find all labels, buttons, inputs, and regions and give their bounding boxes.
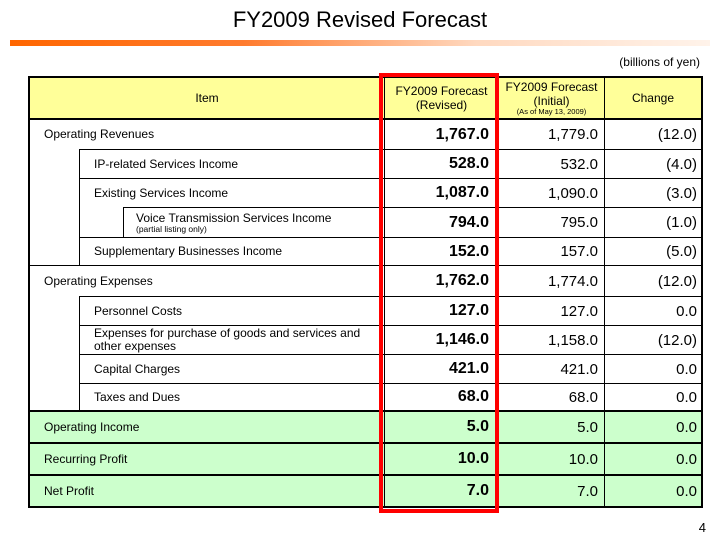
forecast-table: Item FY2009 Forecast (Revised) FY2009 Fo… xyxy=(28,76,703,508)
initial-value: 10.0 xyxy=(498,442,604,474)
row-label: Recurring Profit xyxy=(44,451,128,466)
revised-value: 5.0 xyxy=(384,410,498,442)
row-label: Operating Expenses xyxy=(44,273,153,288)
initial-value: 127.0 xyxy=(498,296,604,325)
table-row-operating-income: Operating Income 5.0 5.0 0.0 xyxy=(30,410,701,442)
table-row-net-profit: Net Profit 7.0 7.0 0.0 xyxy=(30,474,701,506)
table-body: Operating Revenues 1,767.0 1,779.0 (12.0… xyxy=(30,120,701,506)
table-row-personnel-costs: Personnel Costs 127.0 127.0 0.0 xyxy=(30,296,701,325)
revised-value: 1,087.0 xyxy=(384,178,498,207)
header-initial-date: (As of May 13, 2009) xyxy=(516,107,587,116)
revised-value: 528.0 xyxy=(384,149,498,178)
initial-value: 7.0 xyxy=(498,474,604,506)
revised-value: 1,767.0 xyxy=(384,120,498,149)
table-header-row: Item FY2009 Forecast (Revised) FY2009 Fo… xyxy=(30,78,701,120)
revised-value: 1,762.0 xyxy=(384,265,498,296)
row-label: IP-related Services Income xyxy=(94,156,239,171)
change-value: (12.0) xyxy=(604,120,701,149)
row-label: Operating Income xyxy=(44,419,140,434)
row-label: Voice Transmission Services Income xyxy=(136,210,332,225)
revised-value: 1,146.0 xyxy=(384,325,498,354)
table-row-voice-transmission: Voice Transmission Services Income (part… xyxy=(30,207,701,237)
header-item-label: Item xyxy=(195,91,219,105)
initial-value: 1,774.0 xyxy=(498,265,604,296)
table-row-operating-revenues: Operating Revenues 1,767.0 1,779.0 (12.0… xyxy=(30,120,701,149)
initial-value: 795.0 xyxy=(498,207,604,237)
revised-value: 421.0 xyxy=(384,354,498,383)
revised-value: 10.0 xyxy=(384,442,498,474)
change-value: (4.0) xyxy=(604,149,701,178)
table-row-supplementary: Supplementary Businesses Income 152.0 15… xyxy=(30,237,701,265)
row-note: (partial listing only) xyxy=(136,223,207,234)
revised-value: 152.0 xyxy=(384,237,498,265)
change-value: 0.0 xyxy=(604,383,701,410)
accent-gradient-bar xyxy=(10,40,710,46)
table-row-operating-expenses: Operating Expenses 1,762.0 1,774.0 (12.0… xyxy=(30,265,701,296)
page-number: 4 xyxy=(698,520,706,535)
change-value: 0.0 xyxy=(604,442,701,474)
table-row-existing-services: Existing Services Income 1,087.0 1,090.0… xyxy=(30,178,701,207)
initial-value: 421.0 xyxy=(498,354,604,383)
table-row-recurring-profit: Recurring Profit 10.0 10.0 0.0 xyxy=(30,442,701,474)
revised-value: 127.0 xyxy=(384,296,498,325)
row-label: Net Profit xyxy=(44,483,95,498)
header-change: Change xyxy=(604,78,701,120)
unit-note: (billions of yen) xyxy=(619,55,700,69)
table-row-capital-charges: Capital Charges 421.0 421.0 0.0 xyxy=(30,354,701,383)
header-item: Item xyxy=(30,78,384,120)
change-value: (5.0) xyxy=(604,237,701,265)
row-label: Existing Services Income xyxy=(94,185,229,200)
header-revised: FY2009 Forecast (Revised) xyxy=(384,78,498,120)
row-label: Personnel Costs xyxy=(94,303,183,318)
row-label: Supplementary Businesses Income xyxy=(94,244,283,258)
change-value: 0.0 xyxy=(604,354,701,383)
initial-value: 1,090.0 xyxy=(498,178,604,207)
change-value: 0.0 xyxy=(604,296,701,325)
change-value: (1.0) xyxy=(604,207,701,237)
change-value: (3.0) xyxy=(604,178,701,207)
initial-value: 68.0 xyxy=(498,383,604,410)
initial-value: 1,779.0 xyxy=(498,120,604,149)
initial-value: 532.0 xyxy=(498,149,604,178)
revised-value: 794.0 xyxy=(384,207,498,237)
revised-value: 7.0 xyxy=(384,474,498,506)
row-label: Expenses for purchase of goods and servi… xyxy=(94,326,361,353)
row-label: Capital Charges xyxy=(94,361,181,376)
revised-column-highlight xyxy=(379,73,499,513)
revised-value: 68.0 xyxy=(384,383,498,410)
initial-value: 1,158.0 xyxy=(498,325,604,354)
change-value: (12.0) xyxy=(604,325,701,354)
initial-value: 157.0 xyxy=(498,237,604,265)
header-initial: FY2009 Forecast (Initial) (As of May 13,… xyxy=(498,78,604,120)
slide-title: FY2009 Revised Forecast xyxy=(232,7,488,32)
table-row-purchase-expenses: Expenses for purchase of goods and servi… xyxy=(30,325,701,354)
table-row-taxes-dues: Taxes and Dues 68.0 68.0 0.0 xyxy=(30,383,701,410)
change-value: 0.0 xyxy=(604,410,701,442)
table-row-ip-related: IP-related Services Income 528.0 532.0 (… xyxy=(30,149,701,178)
change-value: (12.0) xyxy=(604,265,701,296)
row-label: Taxes and Dues xyxy=(94,389,181,404)
initial-value: 5.0 xyxy=(498,410,604,442)
row-label: Operating Revenues xyxy=(44,127,155,141)
change-value: 0.0 xyxy=(604,474,701,506)
